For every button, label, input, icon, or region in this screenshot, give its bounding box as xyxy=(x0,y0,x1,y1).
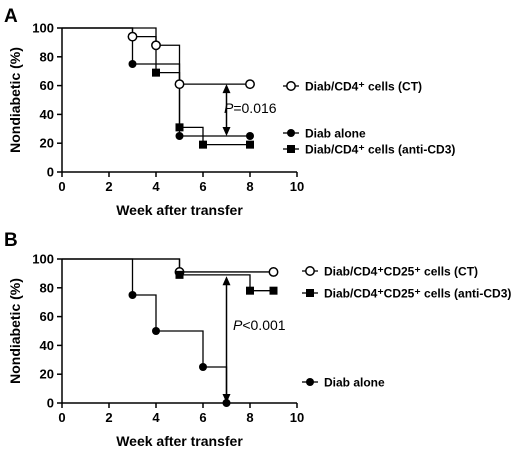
arrow-head-down xyxy=(222,127,231,136)
data-point-1 xyxy=(268,267,279,277)
legend-marker xyxy=(287,145,295,153)
data-point-3 xyxy=(199,140,207,149)
legend-label: Diab/CD4⁺CD25⁺ cells (anti-CD3) xyxy=(324,287,511,301)
data-point-3 xyxy=(175,123,184,132)
data-point-2 xyxy=(175,132,184,140)
x-tick-label: 0 xyxy=(58,179,65,194)
y-tick-label: 60 xyxy=(40,309,54,324)
y-tick-label: 80 xyxy=(40,280,54,295)
data-point-1 xyxy=(174,79,185,90)
data-point-3 xyxy=(128,291,137,299)
p-value-label: P=0.016 xyxy=(224,100,277,116)
data-point-2 xyxy=(175,270,184,279)
arrow-head-down xyxy=(222,394,231,403)
data-point-1 xyxy=(127,31,138,42)
y-tick-label: 60 xyxy=(40,78,54,93)
y-tick-label: 40 xyxy=(40,338,54,353)
x-tick-label: 10 xyxy=(290,410,304,425)
y-tick-label: 40 xyxy=(40,107,54,122)
x-axis-label: Week after transfer xyxy=(116,202,243,218)
x-tick-label: 2 xyxy=(105,410,112,425)
x-tick-label: 8 xyxy=(246,179,253,194)
legend-label: Diab/CD4⁺CD25⁺ cells (CT) xyxy=(324,265,478,279)
x-tick-label: 6 xyxy=(199,410,206,425)
legend-marker xyxy=(306,378,314,386)
y-tick-label: 20 xyxy=(40,367,54,382)
arrow-head-up xyxy=(222,276,231,286)
y-tick-label: 80 xyxy=(40,49,54,64)
legend-label: Diab alone xyxy=(324,376,385,390)
x-tick-label: 4 xyxy=(152,179,160,194)
data-point-3 xyxy=(246,140,254,149)
data-point-2 xyxy=(269,286,278,295)
x-tick-label: 10 xyxy=(290,179,304,194)
series-line-1 xyxy=(62,258,274,273)
y-tick-label: 0 xyxy=(47,396,54,411)
y-axis-label: Nondiabetic (%) xyxy=(7,47,23,153)
series-line-3 xyxy=(62,258,228,403)
x-tick-label: 6 xyxy=(199,179,206,194)
legend-marker xyxy=(306,289,314,297)
panel-letter: B xyxy=(4,230,18,251)
legend-label: Diab alone xyxy=(305,127,366,141)
y-axis-label: Nondiabetic (%) xyxy=(7,278,23,384)
data-point-2 xyxy=(246,132,254,140)
x-tick-label: 2 xyxy=(105,179,112,194)
legend-marker xyxy=(286,81,296,91)
x-tick-label: 4 xyxy=(152,410,160,425)
data-point-3 xyxy=(199,363,207,371)
y-tick-label: 100 xyxy=(32,21,54,36)
legend-marker xyxy=(287,129,295,137)
x-tick-label: 0 xyxy=(58,410,65,425)
panel-letter: A xyxy=(4,6,18,27)
x-tick-label: 8 xyxy=(246,410,253,425)
data-point-2 xyxy=(246,286,254,295)
series-line-2 xyxy=(62,258,274,292)
legend-label: Diab/CD4⁺ cells (CT) xyxy=(305,80,422,94)
legend-label: Diab/CD4⁺ cells (anti-CD3) xyxy=(305,143,455,157)
y-tick-label: 100 xyxy=(32,252,54,267)
data-point-1 xyxy=(151,40,161,51)
x-axis-label: Week after transfer xyxy=(116,433,243,449)
legend-marker xyxy=(305,266,315,276)
data-point-2 xyxy=(128,60,137,68)
p-value-label: P<0.001 xyxy=(233,317,286,333)
arrow-head-up xyxy=(222,84,231,94)
data-point-1 xyxy=(245,79,255,90)
y-tick-label: 20 xyxy=(40,136,54,151)
data-point-3 xyxy=(152,327,160,335)
data-point-3 xyxy=(152,68,160,77)
y-tick-label: 0 xyxy=(47,165,54,180)
